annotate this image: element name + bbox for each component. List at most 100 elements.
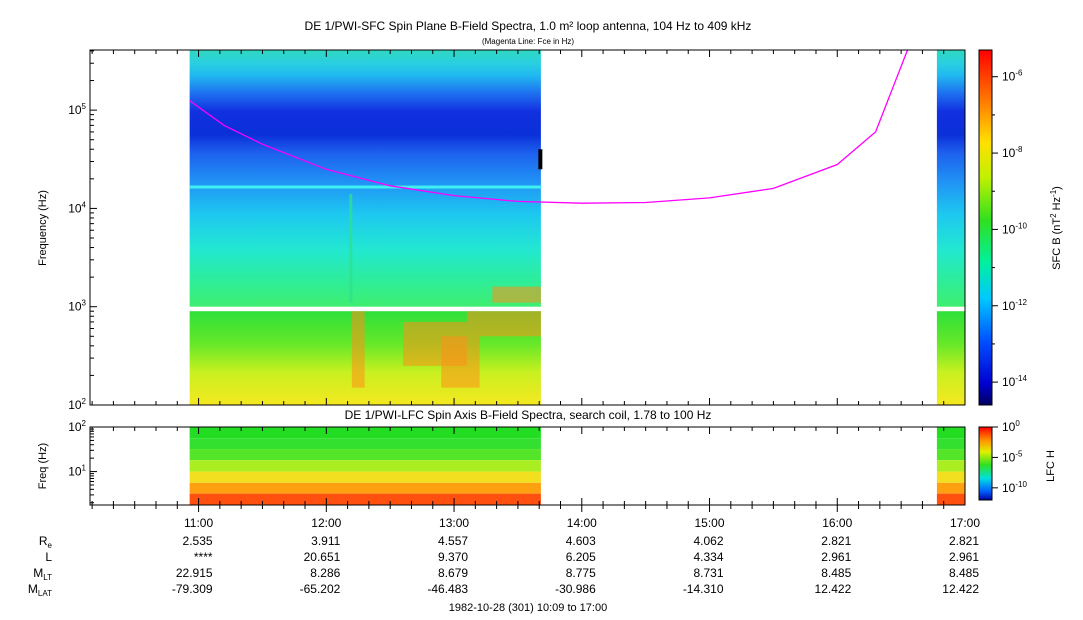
sfc-spectrogram: 102 103 104 105 [68,49,966,412]
ephemeris-value: 4.062 [693,534,723,548]
ephemeris-value: 8.775 [566,566,596,580]
sfc-y-tick-label: 104 [68,200,86,215]
ephemeris-value: -46.483 [427,582,468,596]
ephemeris-row-label: L [45,550,52,564]
lfc-band [189,427,541,439]
fce-line [189,49,909,204]
ephemeris-value: 12.422 [815,582,852,596]
lfc-data-blocks [189,427,965,505]
sfc-subtitle: (Magenta Line: Fce in Hz) [482,37,574,46]
ephemeris-value: 8.485 [949,566,979,580]
lfc-x-ticks [91,427,945,505]
lfc-spectrogram: 101 102 [68,419,966,506]
lfc-colorbar-tick-label: 100 [1002,419,1020,434]
ephemeris-value: 20.651 [304,550,341,564]
sfc-y-tick-label: 105 [68,102,86,117]
ephemeris-value: 2.961 [949,550,979,564]
ephemeris-value: 2.821 [949,534,979,548]
ephemeris-value: 22.915 [176,566,213,580]
lfc-y-label: Freq (Hz) [37,443,49,489]
lfc-band [189,482,541,494]
ephemeris-table: Re 2.535 3.911 4.557 4.603 4.062 2.821 2.821 L **… [28,534,979,598]
ephemeris-row-label: MLAT [28,582,52,598]
lfc-band [189,449,541,461]
sfc-emission-patch [492,286,541,303]
sfc-colorbar-tick-label: 10-14 [1002,374,1027,389]
sfc-colorbar-tick-label: 10-6 [1002,69,1023,84]
lfc-colorbar-tick-label: 10-5 [1002,449,1023,464]
ephemeris-value: 12.422 [942,582,979,596]
lfc-band [189,471,541,483]
lfc-band [189,493,541,505]
lfc-band [936,427,965,439]
sfc-y-tick-label: 102 [68,397,86,412]
sfc-colorbar: 10-6 10-8 10-10 10-12 10-14 SFC B (nT2 Hz-1) [978,49,1063,406]
sfc-data-blocks [189,50,965,405]
sfc-high-band-block [189,50,541,307]
lfc-colorbar-label: LFC H [1045,450,1057,482]
sfc-colorbar-ticks: 10-6 10-8 10-10 10-12 10-14 [992,69,1027,389]
sfc-low-band-block [936,311,965,405]
lfc-band [936,482,965,494]
time-axis: 11:00 12:00 13:00 14:00 15:00 16:00 17:00 [90,504,980,530]
lfc-band [936,449,965,461]
lfc-colorbar-ticks: 100 10-5 10-10 [992,419,1027,495]
time-tick-label: 17:00 [950,516,980,530]
lfc-colorbar-tick-label: 10-10 [1002,480,1027,495]
sfc-vertical-streak [349,194,353,303]
sfc-interference-line [189,185,541,189]
ephemeris-value: 4.334 [693,550,723,564]
time-range-footer: 1982-10-28 (301) 10:09 to 17:00 [449,602,607,614]
ephemeris-value: 2.821 [821,534,851,548]
lfc-y-tick-label: 102 [68,419,86,434]
ephemeris-value: 2.961 [821,550,851,564]
sfc-y-axis: 102 103 104 105 [68,50,97,412]
time-tick-label: 11:00 [184,516,213,530]
ephemeris-row-label: MLT [33,566,52,582]
ephemeris-value: 8.286 [310,566,340,580]
ephemeris-value: 8.485 [821,566,851,580]
time-tick-label: 12:00 [311,516,341,530]
ephemeris-value: 4.557 [438,534,468,548]
sfc-colorbar-tick-label: 10-12 [1002,298,1027,313]
ephemeris-value: -65.202 [300,582,341,596]
sfc-emission-patch [441,336,480,388]
time-tick-label: 16:00 [822,516,852,530]
ephemeris-value: -30.986 [555,582,596,596]
time-tick-label: 15:00 [695,516,725,530]
sfc-black-artifact [538,149,543,170]
ephemeris-row-label: Re [39,534,53,550]
lfc-band [936,493,965,505]
lfc-band [936,460,965,472]
sfc-colorbar-label: SFC B (nT2 Hz-1) [1049,186,1063,270]
lfc-band [936,438,965,450]
ephemeris-value: -79.309 [172,582,213,596]
ephemeris-value: -14.310 [683,582,724,596]
time-tick-label: 14:00 [567,516,597,530]
ephemeris-value: **** [194,550,213,564]
ephemeris-value: 4.603 [566,534,596,548]
ephemeris-value: 8.731 [693,566,723,580]
sfc-colorbar-tick-label: 10-8 [1002,145,1023,160]
sfc-x-ticks [91,50,945,405]
lfc-y-tick-label: 101 [68,464,86,479]
lfc-band [936,471,965,483]
sfc-high-band-block [936,50,965,307]
sfc-emission-patch [466,311,541,337]
ephemeris-value: 3.911 [311,534,340,548]
sfc-colorbar-tick-label: 10-10 [1002,221,1027,236]
time-tick-label: 13:00 [439,516,469,530]
lfc-colorbar: 100 10-5 10-10 LFC H [978,419,1057,501]
sfc-y-tick-label: 103 [68,299,86,314]
ephemeris-value: 8.679 [438,566,468,580]
lfc-band [189,438,541,450]
sfc-y-label: Frequency (Hz) [37,190,49,266]
sfc-emission-patch [351,311,365,388]
lfc-band [189,460,541,472]
ephemeris-value: 2.535 [183,534,213,548]
sfc-title: DE 1/PWI-SFC Spin Plane B-Field Spectra,… [305,19,752,33]
ephemeris-value: 9.370 [438,550,468,564]
lfc-title: DE 1/PWI-LFC Spin Axis B-Field Spectra, … [345,408,712,422]
ephemeris-value: 6.205 [566,550,596,564]
